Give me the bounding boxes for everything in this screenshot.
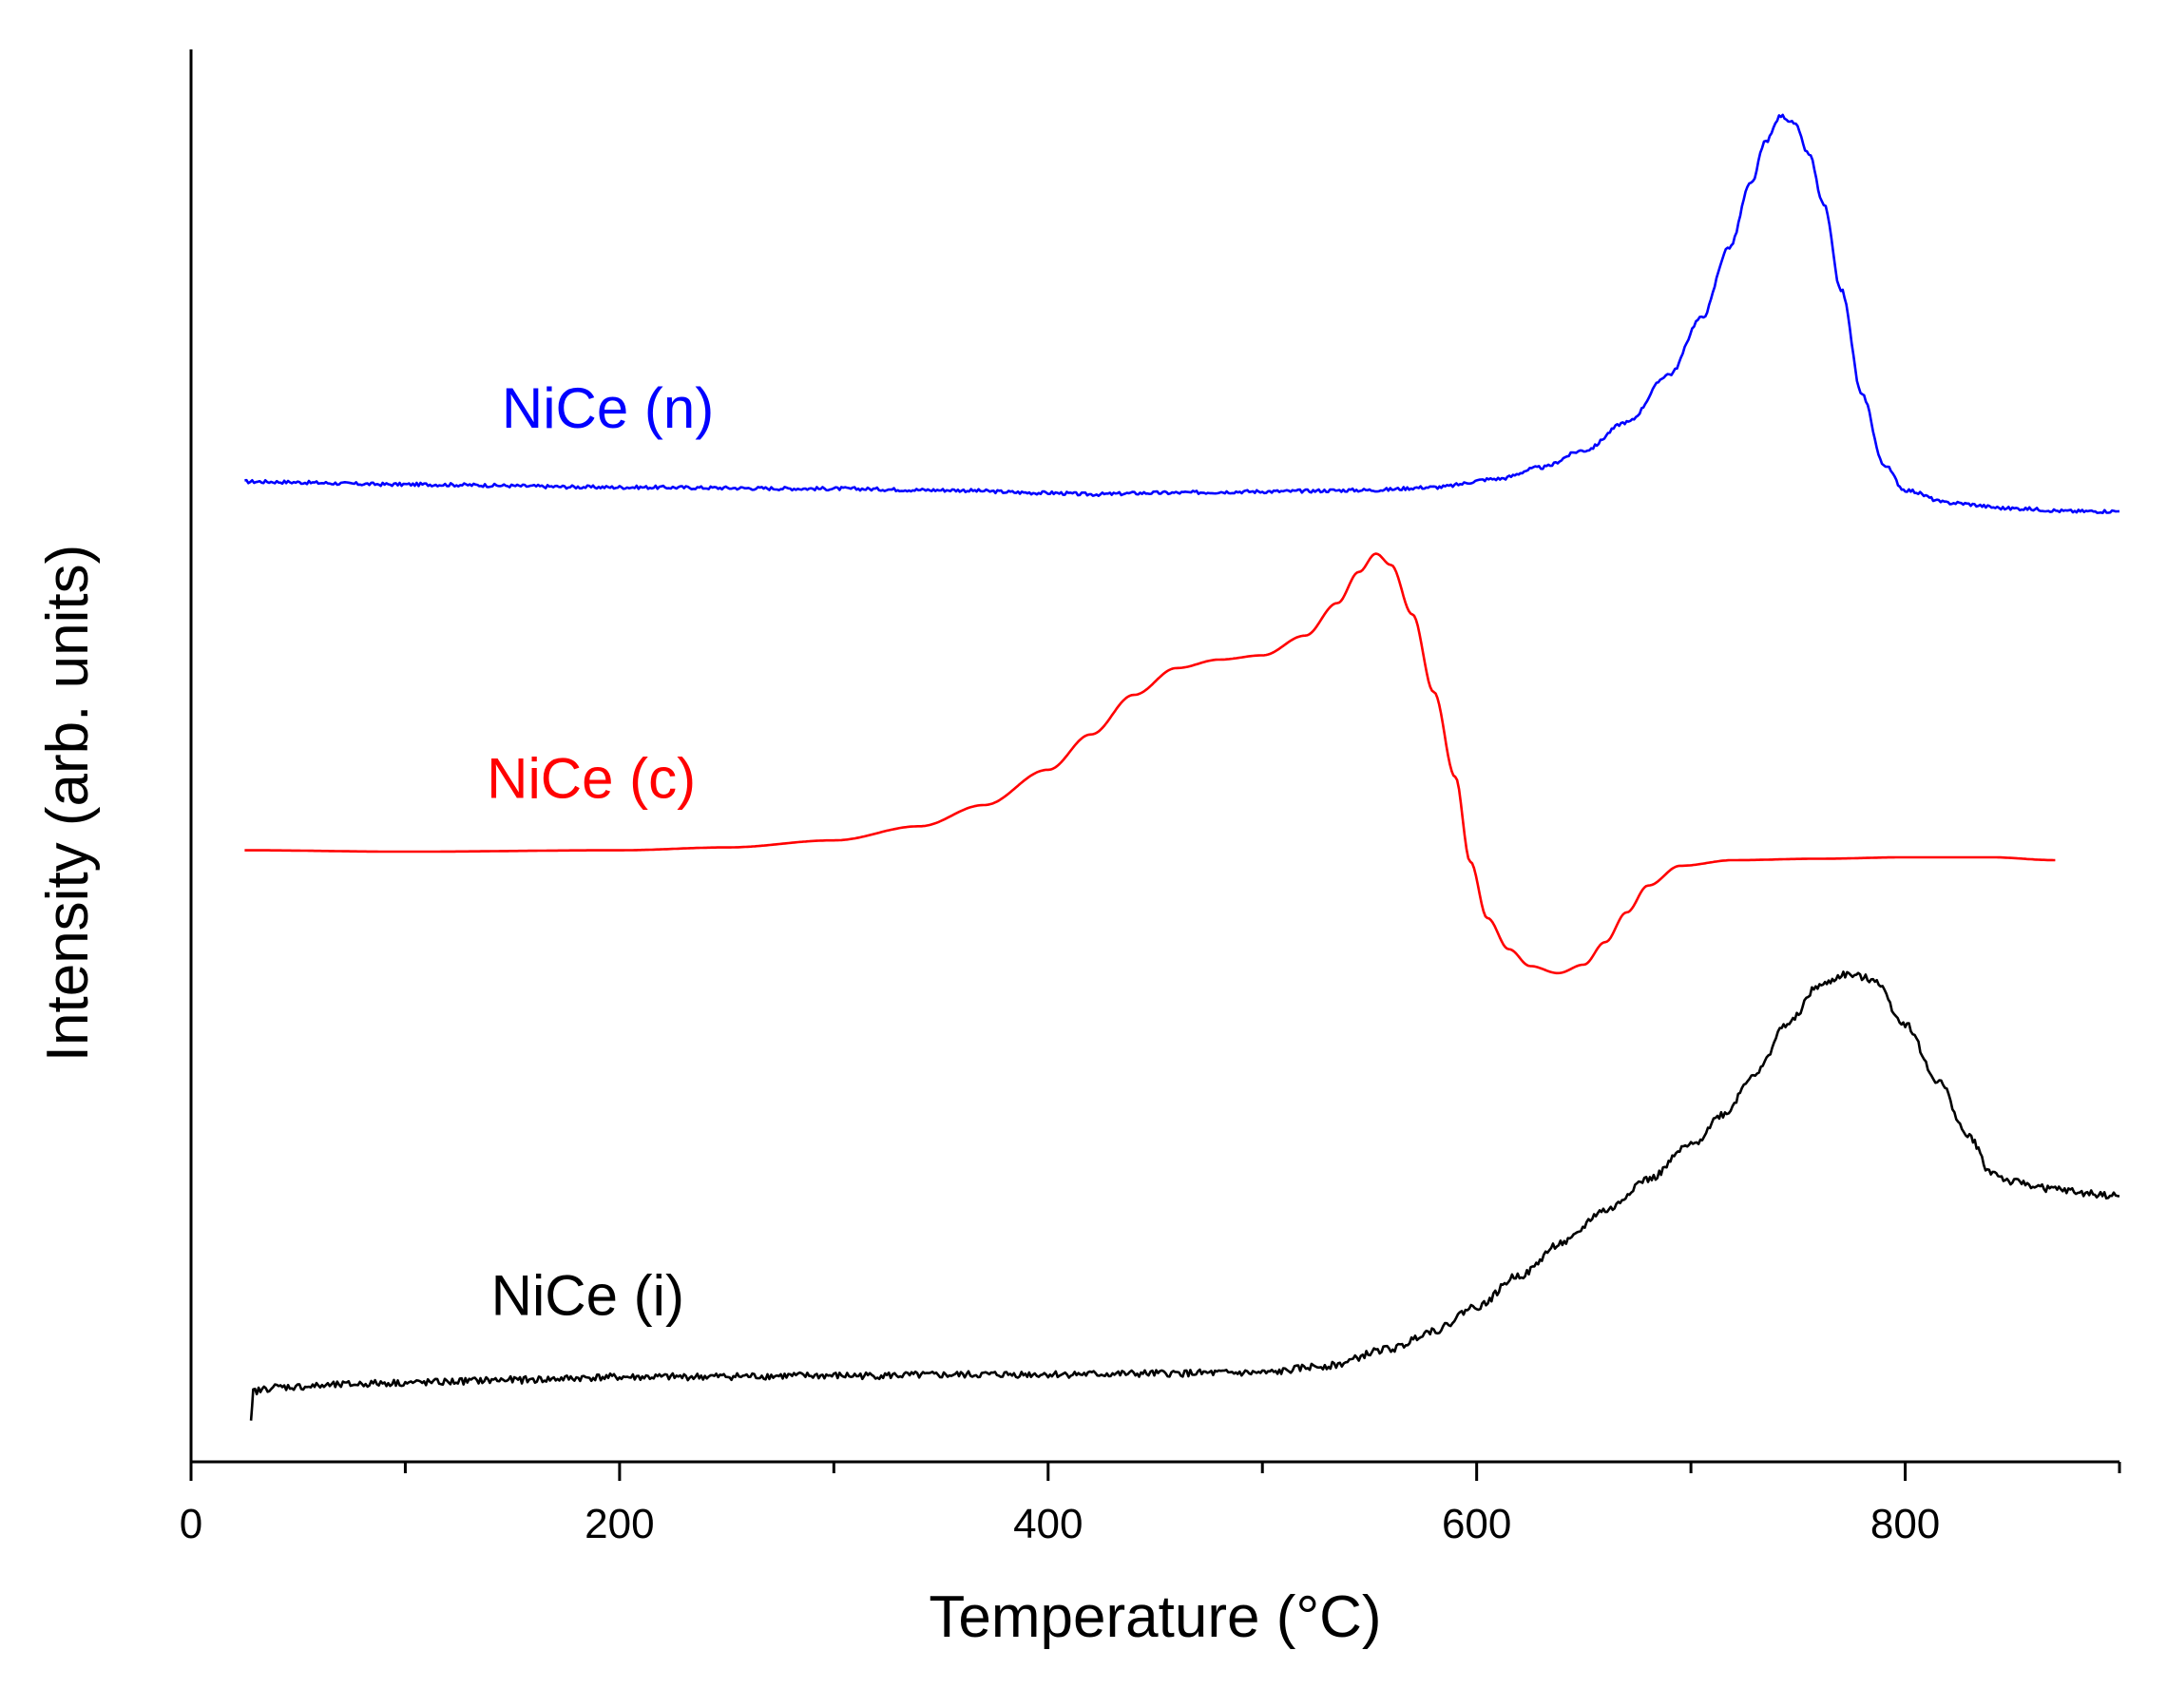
series-line-nice-c (244, 552, 2056, 975)
x-axis-ticks: 0 200 400 600 800 (180, 1462, 2121, 1547)
x-tick-label-800: 800 (1870, 1501, 1940, 1547)
series-line-nice-n (244, 113, 2120, 514)
x-tick-label-200: 200 (585, 1501, 654, 1547)
axes (189, 49, 2119, 1464)
series-labels: NiCe (n) NiCe (c) NiCe (i) (487, 376, 714, 1327)
series-label-nice-c: NiCe (c) (487, 747, 696, 811)
x-tick-label-600: 600 (1442, 1501, 1511, 1547)
plot-area (244, 113, 2120, 1421)
x-tick-label-0: 0 (180, 1501, 202, 1547)
series-label-nice-n: NiCe (n) (502, 376, 714, 440)
series-label-nice-i: NiCe (i) (491, 1263, 684, 1327)
series-line-nice-i (249, 970, 2120, 1421)
x-axis-title: Temperature (°C) (929, 1584, 1381, 1650)
x-tick-label-400: 400 (1013, 1501, 1083, 1547)
y-axis-title: Intensity (arb. units) (35, 545, 101, 1062)
